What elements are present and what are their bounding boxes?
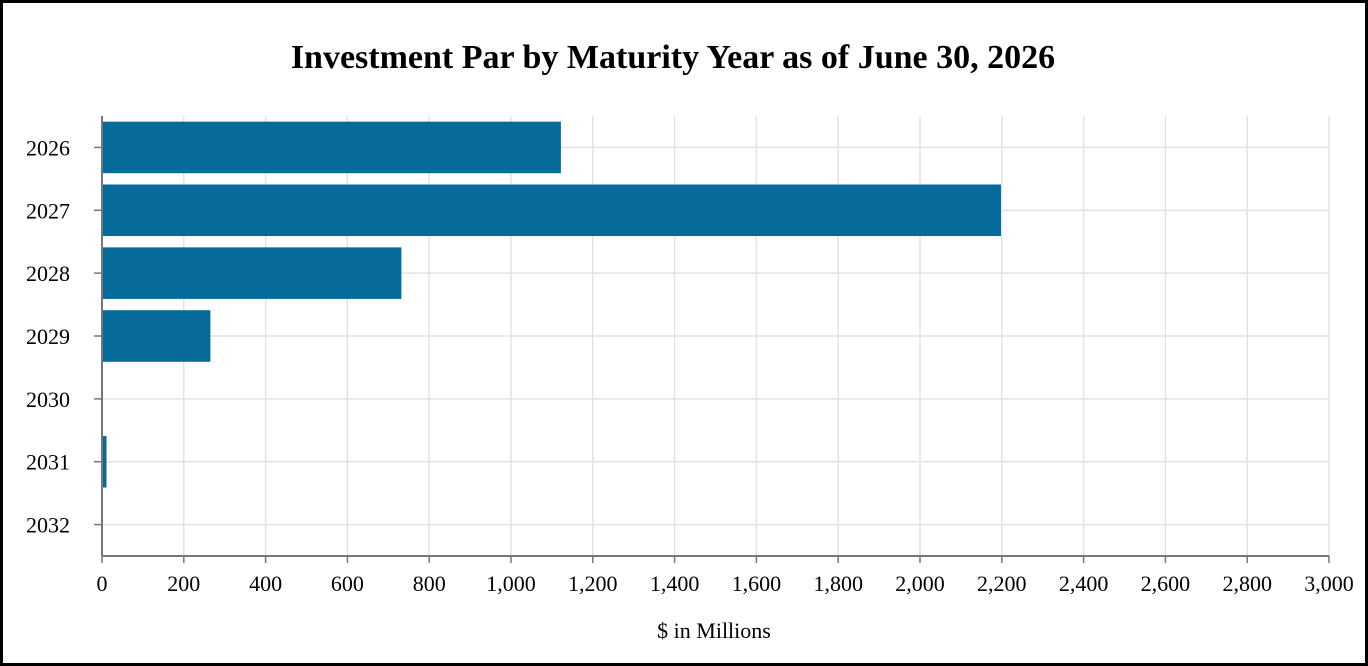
x-tick-label: 2,400 bbox=[1059, 571, 1109, 596]
x-tick-label: 600 bbox=[331, 571, 364, 596]
bar-2026 bbox=[102, 121, 561, 174]
x-tick-label: 2,200 bbox=[977, 571, 1027, 596]
x-tick-label: 2,600 bbox=[1141, 571, 1191, 596]
y-tick-label: 2030 bbox=[26, 387, 70, 412]
bar-2029 bbox=[102, 310, 211, 362]
x-tick-label: 1,400 bbox=[650, 571, 700, 596]
x-tick-label: 800 bbox=[413, 571, 446, 596]
x-tick-label: 3,000 bbox=[1304, 571, 1354, 596]
x-tick-label: 0 bbox=[97, 571, 108, 596]
x-tick-label: 1,200 bbox=[568, 571, 618, 596]
y-tick-labels: 2026 2027 2028 2029 2030 2031 2032 bbox=[26, 135, 70, 537]
x-tick-label: 2,800 bbox=[1222, 571, 1272, 596]
y-tick-label: 2032 bbox=[26, 513, 70, 538]
x-tick-label: 200 bbox=[167, 571, 200, 596]
x-tick-label: 1,800 bbox=[813, 571, 863, 596]
x-tick-label: 1,000 bbox=[486, 571, 536, 596]
chart-title: Investment Par by Maturity Year as of Ju… bbox=[291, 39, 1055, 76]
x-tick-label: 400 bbox=[249, 571, 282, 596]
bars bbox=[102, 121, 1001, 488]
y-tick-label: 2031 bbox=[26, 450, 70, 475]
bar-2028 bbox=[102, 247, 402, 299]
x-axis-label: $ in Millions bbox=[657, 618, 771, 643]
axes bbox=[94, 116, 1330, 563]
x-tick-label: 2,000 bbox=[895, 571, 945, 596]
y-tick-label: 2028 bbox=[26, 261, 70, 286]
x-tick-label: 1,600 bbox=[732, 571, 782, 596]
y-tick-label: 2026 bbox=[26, 135, 70, 160]
x-tick-labels: 0 200 400 600 800 1,000 1,200 1,400 1,600 1,800 2,… bbox=[97, 571, 1354, 596]
bar-2031 bbox=[102, 435, 107, 488]
y-tick-label: 2029 bbox=[26, 324, 70, 349]
bar-2027 bbox=[102, 184, 1001, 237]
y-tick-label: 2027 bbox=[26, 198, 70, 223]
grid-lines bbox=[102, 116, 1330, 556]
